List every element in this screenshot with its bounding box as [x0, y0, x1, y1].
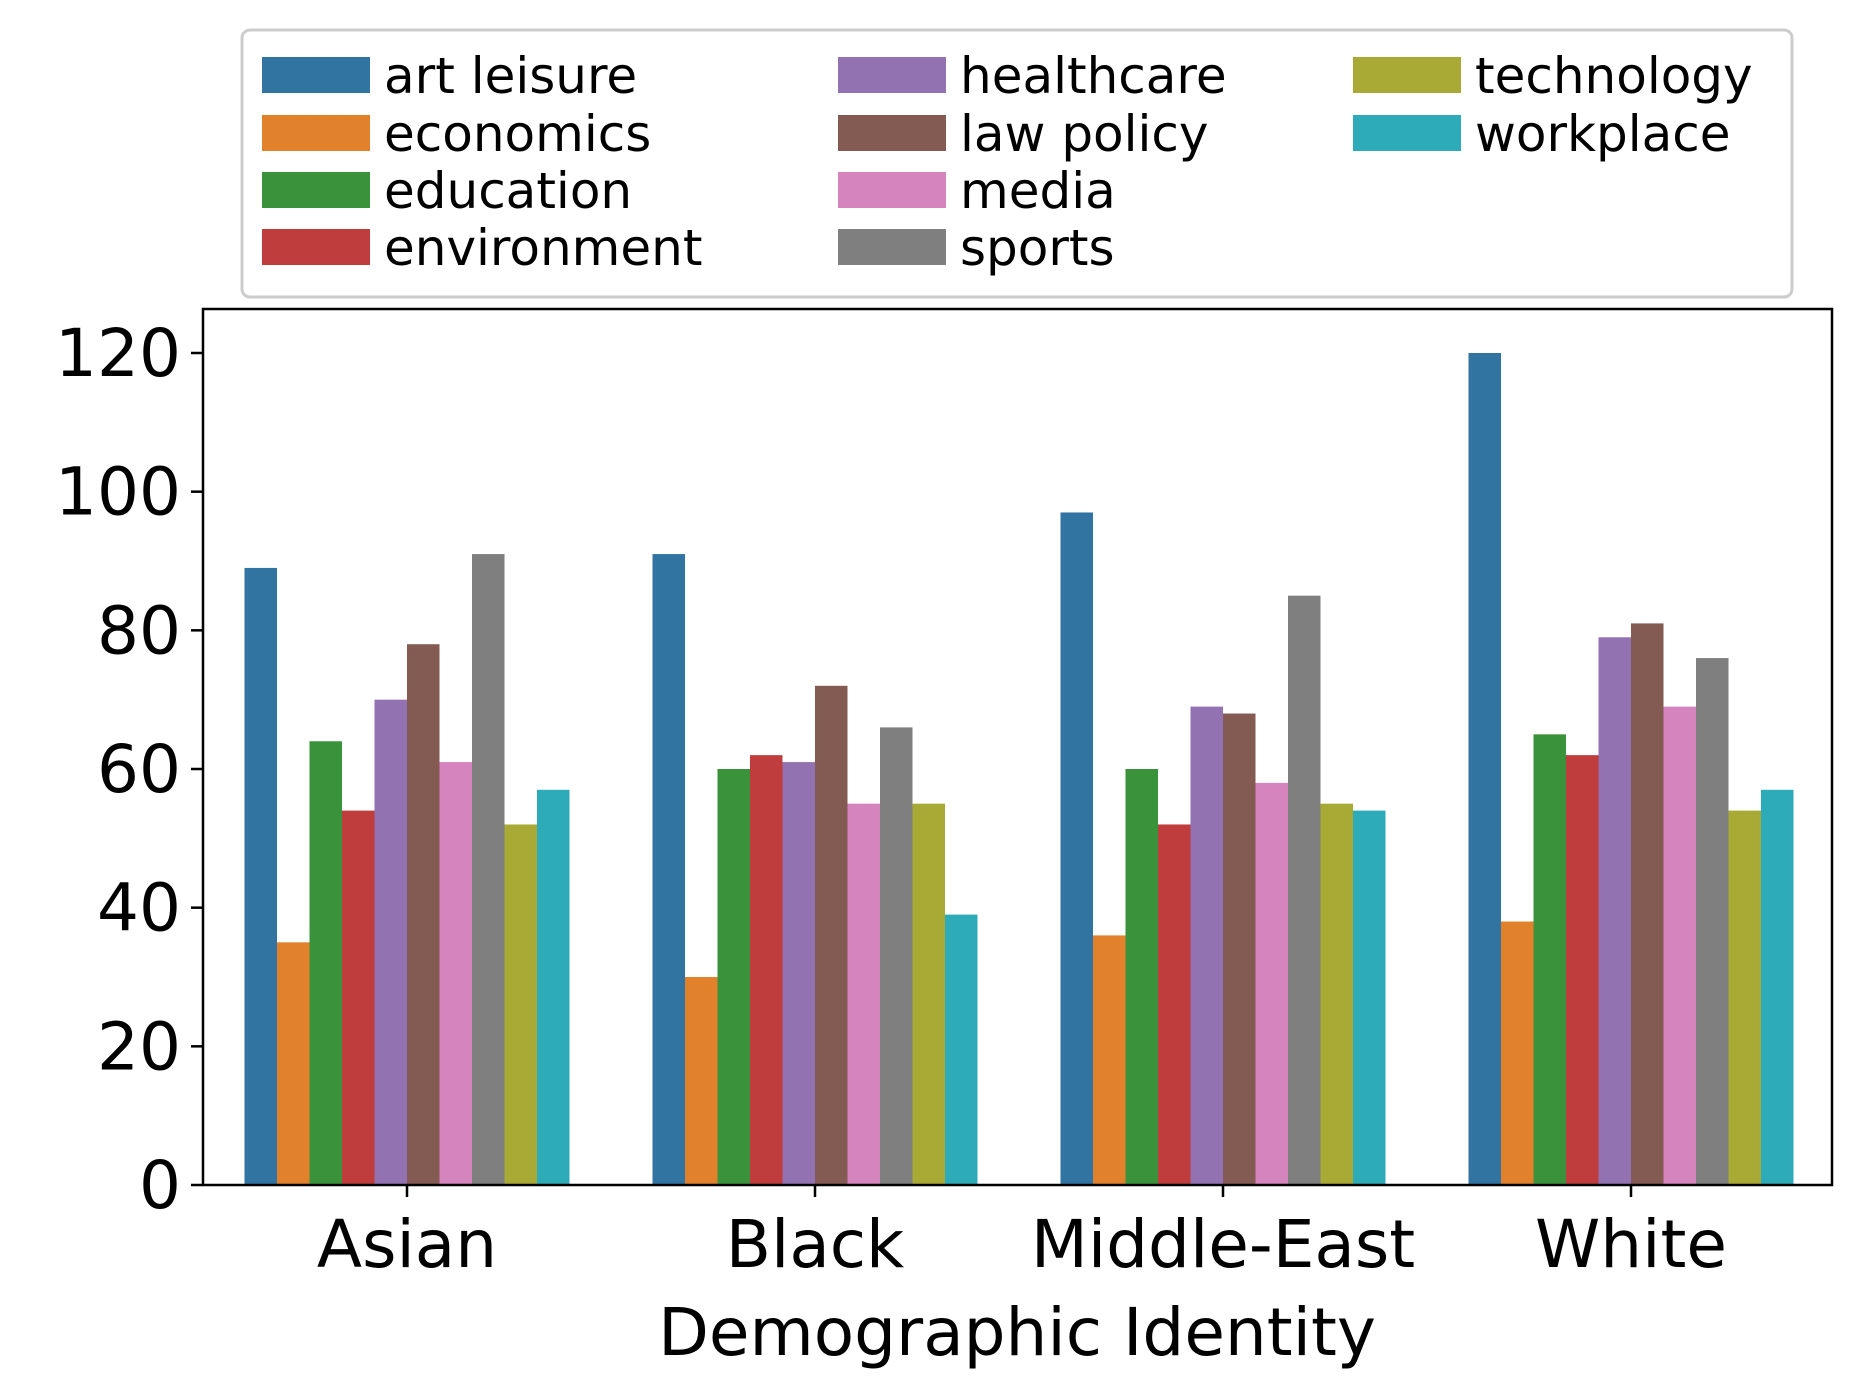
bar-media-white [1663, 706, 1696, 1185]
bar-healthcare-asian [374, 699, 407, 1185]
bar-workplace-middle-east [1353, 810, 1386, 1185]
bar-environment-black [750, 755, 783, 1185]
bars [244, 353, 1794, 1185]
x-tick-label: Black [726, 1206, 905, 1283]
legend-label: media [960, 162, 1116, 220]
legend-label: healthcare [960, 47, 1227, 105]
y-tick-label: 120 [55, 315, 181, 392]
bar-law-policy-middle-east [1223, 713, 1256, 1185]
bar-media-middle-east [1255, 782, 1288, 1185]
bar-art-leisure-white [1468, 353, 1501, 1185]
legend-swatch [1353, 57, 1461, 93]
legend-swatch [262, 57, 370, 93]
legend-swatch [838, 57, 946, 93]
legend-label: environment [384, 219, 702, 277]
legend-swatch [262, 172, 370, 208]
bar-economics-black [685, 977, 718, 1185]
legend-swatch [838, 115, 946, 151]
bar-education-white [1533, 734, 1566, 1185]
bar-law-policy-asian [407, 644, 440, 1185]
legend-label: sports [960, 219, 1115, 277]
bar-sports-middle-east [1288, 595, 1321, 1185]
y-tick-label: 60 [97, 731, 181, 808]
x-tick-label: Asian [317, 1206, 497, 1283]
y-tick-label: 20 [97, 1008, 181, 1085]
x-tick-label: White [1535, 1206, 1727, 1283]
legend-label: education [384, 162, 632, 220]
legend-swatch [1353, 115, 1461, 151]
y-tick-label: 100 [55, 454, 181, 531]
bar-sports-black [880, 727, 913, 1185]
bar-environment-white [1566, 755, 1599, 1185]
bar-environment-asian [342, 810, 375, 1185]
plot-frame [201, 307, 1834, 1187]
bar-economics-white [1501, 921, 1534, 1185]
bar-economics-asian [277, 942, 310, 1185]
x-tick-label: Middle-East [1031, 1206, 1415, 1283]
legend: art leisureeconomicseducationenvironment… [240, 28, 1794, 299]
y-tick-label: 40 [97, 870, 181, 947]
bar-technology-black [912, 803, 945, 1185]
bar-economics-middle-east [1093, 935, 1126, 1185]
legend-frame [240, 28, 1794, 299]
bar-healthcare-middle-east [1190, 706, 1223, 1185]
bar-law-policy-white [1631, 623, 1664, 1185]
x-axis: Asian Black Middle-East White [317, 1185, 1727, 1283]
legend-swatch [262, 115, 370, 151]
bar-media-black [847, 803, 880, 1185]
x-axis-label: Demographic Identity [658, 1294, 1376, 1371]
bar-education-black [717, 769, 750, 1185]
bar-sports-white [1696, 658, 1729, 1185]
legend-swatch [838, 229, 946, 265]
bar-education-asian [309, 741, 342, 1185]
bar-law-policy-black [815, 685, 848, 1185]
bar-workplace-asian [537, 789, 570, 1185]
legend-label: technology [1475, 47, 1753, 105]
bar-art-leisure-asian [244, 567, 277, 1185]
bar-art-leisure-black [652, 554, 685, 1185]
legend-swatch [838, 172, 946, 208]
bar-technology-white [1728, 810, 1761, 1185]
bar-healthcare-black [782, 762, 815, 1185]
bar-workplace-white [1761, 789, 1794, 1185]
legend-swatch [262, 229, 370, 265]
bar-technology-asian [504, 824, 537, 1185]
legend-label: art leisure [384, 47, 637, 105]
bar-workplace-black [945, 914, 978, 1185]
legend-label: economics [384, 105, 651, 163]
y-tick-label: 80 [97, 592, 181, 669]
legend-label: workplace [1475, 105, 1731, 163]
legend-label: law policy [960, 105, 1209, 163]
bar-technology-middle-east [1320, 803, 1353, 1185]
y-tick-label: 0 [139, 1147, 181, 1224]
bar-sports-asian [472, 554, 505, 1185]
bar-education-middle-east [1125, 769, 1158, 1185]
y-axis: 0 20 40 60 80 100 120 [55, 315, 203, 1224]
bar-healthcare-white [1598, 637, 1631, 1185]
bar-art-leisure-middle-east [1060, 512, 1093, 1185]
bar-environment-middle-east [1158, 824, 1191, 1185]
bar-media-asian [439, 762, 472, 1185]
